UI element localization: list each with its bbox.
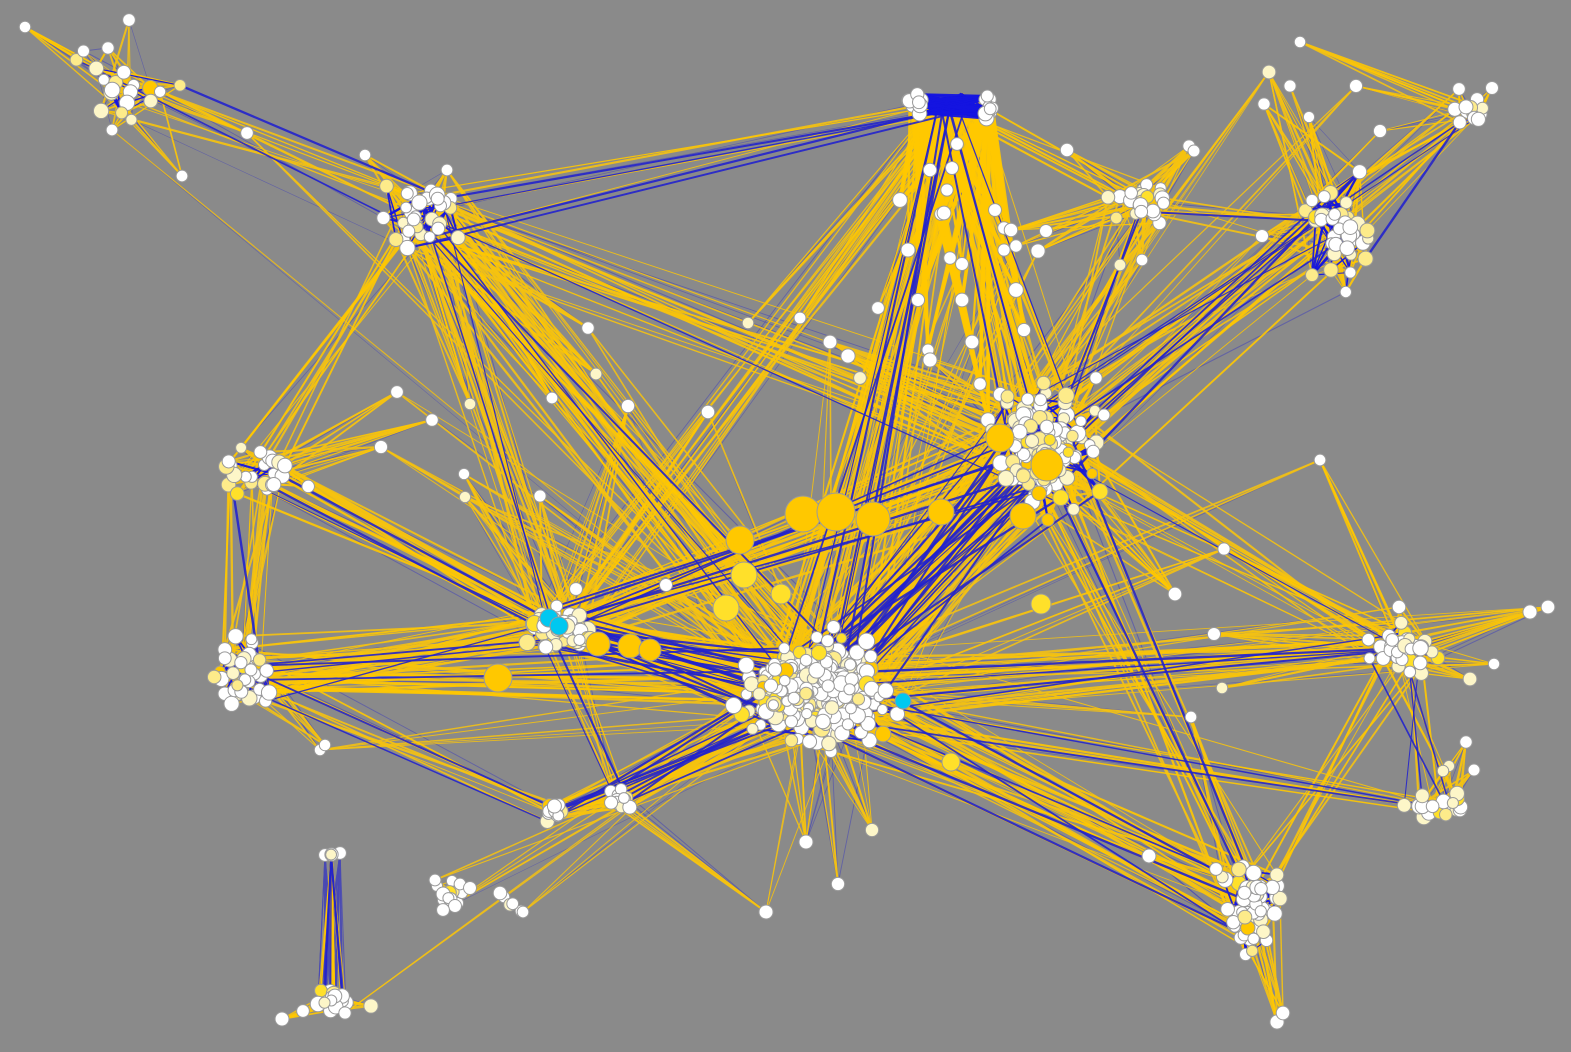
graph-edge <box>402 239 846 680</box>
graph-edge <box>250 482 551 647</box>
graph-edge <box>339 852 347 1003</box>
graph-edge <box>123 71 384 219</box>
graph-edge <box>83 50 125 73</box>
graph-edge <box>131 119 408 249</box>
graph-edge <box>317 854 326 1005</box>
graph-edge <box>620 788 767 913</box>
